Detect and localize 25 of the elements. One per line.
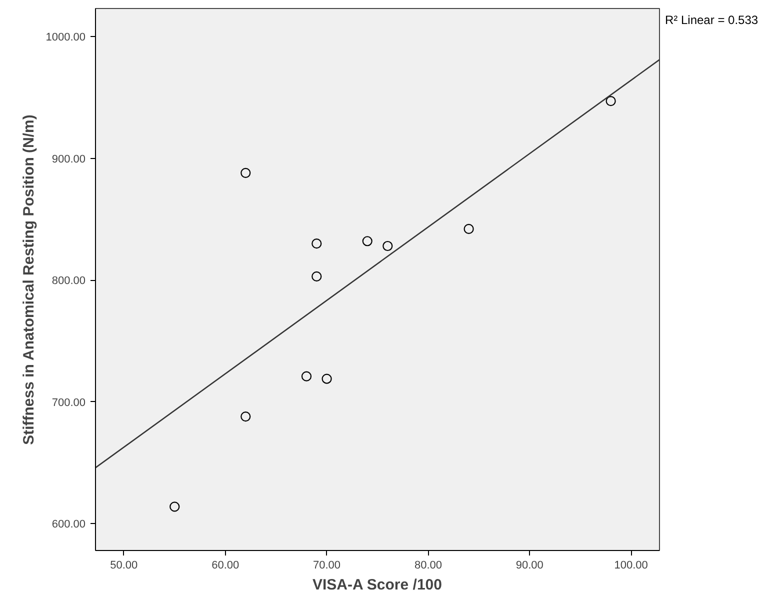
point xyxy=(382,240,393,252)
point xyxy=(301,371,312,382)
y-tick-label: 800.00 xyxy=(52,275,86,288)
y-axis-title: Stiffness in Anatomical Resting Position (N/m) xyxy=(20,114,38,445)
x-tick-label: 60.00 xyxy=(212,560,240,572)
point xyxy=(322,374,332,384)
point xyxy=(362,236,372,246)
x-axis-title: VISA-A Score /100 xyxy=(312,576,442,594)
x-tick-label: 50.00 xyxy=(110,560,138,572)
point xyxy=(464,224,474,234)
point xyxy=(312,271,322,282)
point xyxy=(606,96,616,106)
y-tick-label: 600.00 xyxy=(52,518,86,531)
x-tick-label: 90.00 xyxy=(516,560,544,572)
y-tick-label: 900.00 xyxy=(52,153,86,166)
text: R² Linear = 0.533 xyxy=(665,12,758,29)
y-tick-label: 1000.00 xyxy=(46,32,86,44)
point xyxy=(240,168,251,178)
x-tick-label: 70.00 xyxy=(313,560,341,572)
point xyxy=(170,502,180,512)
y-tick-label: 700.00 xyxy=(52,396,86,409)
x-tick-label: 80.00 xyxy=(414,560,442,572)
x-tick-label: 100.00 xyxy=(614,560,648,572)
point xyxy=(240,411,251,422)
point xyxy=(312,238,322,249)
